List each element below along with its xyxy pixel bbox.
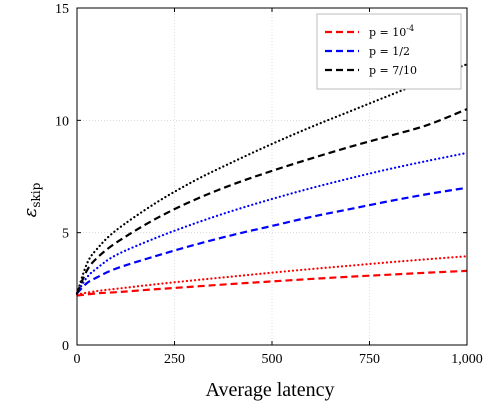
legend-entries: p = 10-4 p = 1/2 p = 7/10 — [325, 24, 417, 77]
y-tick-label: 0 — [62, 339, 69, 354]
x-tick-label: 0 — [74, 352, 81, 367]
series-line-4-dotted — [75, 151, 469, 295]
legend: p = 10-4 p = 1/2 p = 7/10 — [316, 13, 462, 90]
series-layer — [75, 63, 469, 297]
x-tick-label: 750 — [359, 352, 380, 367]
y-axis-label-main: ε — [20, 208, 41, 218]
series-line-1-dashed — [76, 269, 468, 297]
svg-text:εskip: εskip — [20, 182, 43, 217]
ticks — [76, 7, 468, 346]
x-tick-label: 1,000 — [451, 352, 483, 367]
y-tick-label: 15 — [55, 2, 69, 17]
series-line-5-dashed — [75, 108, 468, 294]
x-tick-label: 250 — [164, 352, 185, 367]
series-line-2-dotted — [75, 255, 469, 296]
y-axis-label-sub: skip — [29, 182, 43, 207]
y-tick-label: 5 — [62, 227, 69, 242]
x-axis-label: Average latency — [206, 379, 335, 401]
y-tick-label: 10 — [55, 114, 69, 129]
x-tick-label: 500 — [262, 352, 283, 367]
series-line-6-dotted — [75, 63, 469, 295]
y-axis-label: εskip — [20, 182, 43, 217]
tick-labels: 0 250 500 750 1,000 0 5 10 15 — [55, 2, 483, 367]
legend-label: p = 7/10 — [369, 64, 417, 77]
series-line-3-dashed — [76, 186, 468, 295]
legend-label: p = 10-4 — [369, 24, 414, 39]
legend-label: p = 1/2 — [369, 45, 410, 58]
